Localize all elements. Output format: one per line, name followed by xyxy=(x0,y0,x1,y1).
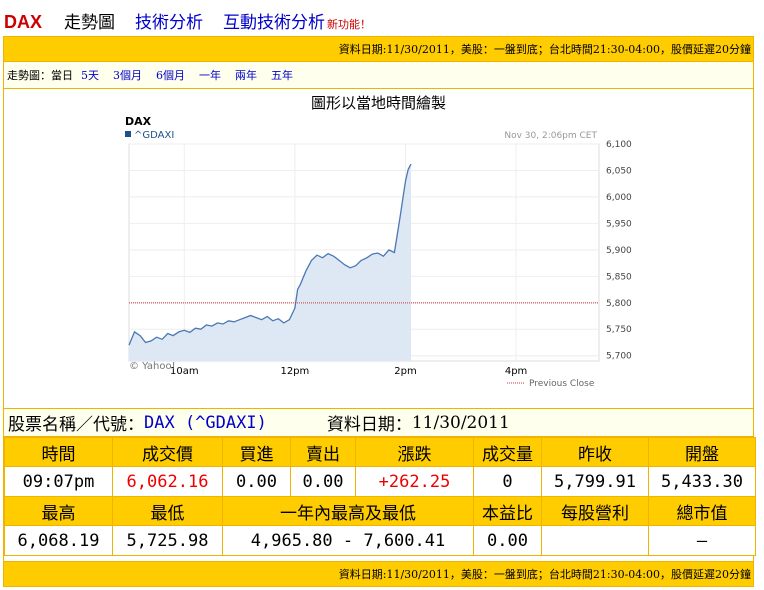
period-3m[interactable]: 3個月 xyxy=(113,69,142,82)
period-1y[interactable]: 一年 xyxy=(199,69,221,82)
stock-name-label: 股票名稱／代號： xyxy=(8,415,144,435)
data-date-label: 資料日期： xyxy=(326,415,412,435)
quote-value-row-2: 6,068.19 5,725.98 4,965.80 - 7,600.41 0.… xyxy=(4,525,756,556)
value-low: 5,725.98 xyxy=(112,525,223,556)
value-pe: 0.00 xyxy=(473,525,542,556)
quote-panel: 資料日期:11/30/2011，美股：一盤到底；台北時間21:30-04:00，… xyxy=(3,36,756,587)
period-5y[interactable]: 五年 xyxy=(271,69,293,82)
nav-trend-link[interactable]: 走勢圖 xyxy=(64,13,116,33)
value-change: +262.25 xyxy=(355,466,474,497)
info-bar-bottom: 資料日期:11/30/2011，美股：一盤到底；台北時間21:30-04:00，… xyxy=(4,561,753,586)
stock-title-row: 股票名稱／代號： DAX (^GDAXI) 資料日期： 11/30/2011 xyxy=(4,409,753,437)
value-bid: 0.00 xyxy=(222,466,291,497)
chart-legend: ^GDAXI xyxy=(134,130,174,141)
x-tick-label: 12pm xyxy=(280,366,309,377)
header-ask: 賣出 xyxy=(290,437,356,467)
header-open: 開盤 xyxy=(648,437,756,467)
value-time: 09:07pm xyxy=(4,466,113,497)
value-high: 6,068.19 xyxy=(4,525,113,556)
chart-area: 圖形以當地時間繪製 DAX ^GDAXI Nov 30, 2:06pm CET … xyxy=(4,89,753,409)
header-high: 最高 xyxy=(4,496,113,526)
header-volume: 成交量 xyxy=(473,437,542,467)
y-tick-label: 5,850 xyxy=(606,272,632,282)
period-bar: 走勢圖：當日 5天 3個月 6個月 一年 兩年 五年 xyxy=(4,62,753,89)
value-market-cap: – xyxy=(648,525,756,556)
header-bid: 買進 xyxy=(222,437,291,467)
nav-interactive-link[interactable]: 互動技術分析 xyxy=(223,13,326,33)
header-market-cap: 總市值 xyxy=(648,496,756,526)
chart-symbol: DAX xyxy=(125,115,152,128)
value-ask: 0.00 xyxy=(290,466,356,497)
y-tick-label: 5,750 xyxy=(606,325,632,335)
value-52wk-range: 4,965.80 - 7,600.41 xyxy=(222,525,474,556)
price-line xyxy=(128,163,412,346)
period-5d[interactable]: 5天 xyxy=(81,69,99,82)
quote-value-row-1: 09:07pm 6,062.16 0.00 0.00 +262.25 0 5,7… xyxy=(4,466,756,497)
new-feature-badge: 新功能！ xyxy=(327,18,372,31)
quote-header-row-1: 時間 成交價 買進 賣出 漲跌 成交量 昨收 開盤 xyxy=(4,437,756,467)
symbol-title: DAX xyxy=(4,12,43,32)
quote-table: 時間 成交價 買進 賣出 漲跌 成交量 昨收 開盤 09:07pm 6,062.… xyxy=(4,437,756,556)
header-time: 時間 xyxy=(4,437,113,467)
legend-swatch xyxy=(125,131,131,137)
y-tick-label: 6,000 xyxy=(606,193,632,203)
period-label: 走勢圖：當日 xyxy=(7,69,73,82)
header-52wk-range: 一年內最高及最低 xyxy=(222,496,474,526)
value-prev-close: 5,799.91 xyxy=(541,466,649,497)
x-tick-label: 4pm xyxy=(505,366,527,377)
area-fill xyxy=(129,164,411,361)
header-change: 漲跌 xyxy=(355,437,474,467)
y-tick-label: 5,800 xyxy=(606,299,632,309)
header-price: 成交價 xyxy=(112,437,223,467)
value-price: 6,062.16 xyxy=(112,466,223,497)
y-tick-label: 5,700 xyxy=(606,352,632,362)
value-open: 5,433.30 xyxy=(648,466,756,497)
header-eps: 每股營利 xyxy=(541,496,649,526)
chart-timestamp: Nov 30, 2:06pm CET xyxy=(504,131,597,141)
header-pe: 本益比 xyxy=(473,496,542,526)
y-tick-label: 5,900 xyxy=(606,246,632,256)
value-volume: 0 xyxy=(473,466,542,497)
period-2y[interactable]: 兩年 xyxy=(235,69,257,82)
header-low: 最低 xyxy=(112,496,223,526)
price-chart: DAX ^GDAXI Nov 30, 2:06pm CET 6,100 6,050… xyxy=(125,115,632,389)
prev-close-legend: Previous Close xyxy=(529,379,595,389)
chart-watermark: © Yahoo! xyxy=(129,361,176,372)
quote-header-row-2: 最高 最低 一年內最高及最低 本益比 每股營利 總市值 xyxy=(4,496,756,526)
y-tick-label: 6,050 xyxy=(606,166,632,176)
x-tick-label: 10am xyxy=(170,366,199,377)
y-tick-label: 6,100 xyxy=(606,140,632,150)
top-nav: DAX 走勢圖 技術分析 互動技術分析 新功能！ xyxy=(4,8,371,34)
value-eps xyxy=(541,525,649,556)
chart-caption: 圖形以當地時間繪製 xyxy=(310,94,446,112)
header-prev-close: 昨收 xyxy=(541,437,649,467)
x-tick-label: 2pm xyxy=(394,366,416,377)
plot-area: 6,100 6,050 6,000 5,950 5,900 5,850 5,800 5,750… xyxy=(128,140,632,377)
stock-name-link[interactable]: DAX (^GDAXI) xyxy=(144,412,267,433)
nav-technical-link[interactable]: 技術分析 xyxy=(135,13,204,33)
info-bar-top: 資料日期:11/30/2011，美股：一盤到底；台北時間21:30-04:00，… xyxy=(4,37,753,62)
data-date-value: 11/30/2011 xyxy=(411,412,510,433)
y-tick-label: 5,950 xyxy=(606,219,632,229)
period-6m[interactable]: 6個月 xyxy=(156,69,185,82)
